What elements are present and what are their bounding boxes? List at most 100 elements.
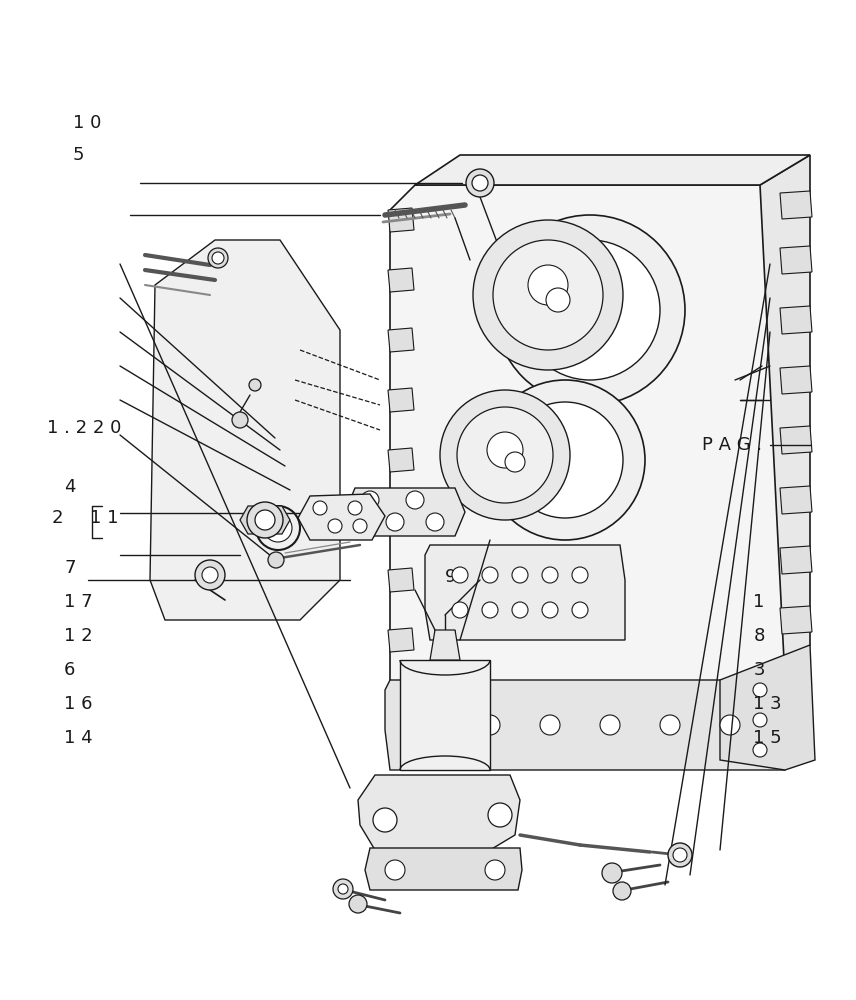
Polygon shape <box>390 185 785 710</box>
Text: 1: 1 <box>753 593 764 611</box>
Text: 1 1: 1 1 <box>90 509 118 527</box>
Circle shape <box>512 602 528 618</box>
Polygon shape <box>240 506 290 534</box>
Circle shape <box>487 432 523 468</box>
Circle shape <box>268 552 284 568</box>
Circle shape <box>333 879 353 899</box>
Text: 1 5: 1 5 <box>753 729 782 747</box>
Circle shape <box>505 452 525 472</box>
Polygon shape <box>780 606 812 634</box>
Circle shape <box>349 895 367 913</box>
Circle shape <box>232 412 248 428</box>
Circle shape <box>613 882 631 900</box>
Circle shape <box>466 169 494 197</box>
Text: 1 2: 1 2 <box>64 627 92 645</box>
Circle shape <box>264 514 292 542</box>
Circle shape <box>385 860 405 880</box>
Circle shape <box>452 567 468 583</box>
Text: 1 3: 1 3 <box>753 695 782 713</box>
Circle shape <box>493 240 603 350</box>
Text: P A G .: P A G . <box>702 436 762 454</box>
Circle shape <box>255 510 275 530</box>
Circle shape <box>507 402 623 518</box>
Circle shape <box>540 715 560 735</box>
Polygon shape <box>760 155 810 710</box>
Circle shape <box>520 240 660 380</box>
Circle shape <box>753 683 767 697</box>
Circle shape <box>195 560 225 590</box>
Polygon shape <box>388 568 414 592</box>
Circle shape <box>720 715 740 735</box>
Text: 8: 8 <box>753 627 764 645</box>
Circle shape <box>202 567 218 583</box>
Polygon shape <box>388 628 414 652</box>
Circle shape <box>386 513 404 531</box>
Circle shape <box>208 248 228 268</box>
Text: 1 7: 1 7 <box>64 593 92 611</box>
Polygon shape <box>780 546 812 574</box>
Circle shape <box>452 602 468 618</box>
Circle shape <box>249 379 261 391</box>
Polygon shape <box>150 240 340 620</box>
Text: 5: 5 <box>73 146 84 164</box>
Polygon shape <box>385 680 790 770</box>
Circle shape <box>572 602 588 618</box>
Text: 6: 6 <box>64 661 75 679</box>
Polygon shape <box>388 388 414 412</box>
Polygon shape <box>388 448 414 472</box>
Text: 1 . 2 2 0: 1 . 2 2 0 <box>47 419 122 437</box>
Circle shape <box>406 491 424 509</box>
Circle shape <box>673 848 687 862</box>
Circle shape <box>600 715 620 735</box>
Circle shape <box>440 390 570 520</box>
Circle shape <box>457 407 553 503</box>
Polygon shape <box>720 645 815 770</box>
Circle shape <box>353 519 367 533</box>
Circle shape <box>472 175 488 191</box>
Circle shape <box>473 220 623 370</box>
Circle shape <box>512 567 528 583</box>
Circle shape <box>546 288 570 312</box>
Circle shape <box>542 567 558 583</box>
Polygon shape <box>780 306 812 334</box>
Polygon shape <box>500 250 600 340</box>
Text: 4: 4 <box>64 478 75 496</box>
Circle shape <box>488 803 512 827</box>
Circle shape <box>528 265 568 305</box>
Text: 7: 7 <box>64 559 75 577</box>
Polygon shape <box>388 508 414 532</box>
Polygon shape <box>388 328 414 352</box>
Circle shape <box>348 501 362 515</box>
Circle shape <box>482 567 498 583</box>
Circle shape <box>495 215 685 405</box>
Circle shape <box>338 884 348 894</box>
Text: 1 6: 1 6 <box>64 695 92 713</box>
Polygon shape <box>780 246 812 274</box>
Text: 9: 9 <box>445 568 456 586</box>
Circle shape <box>572 567 588 583</box>
Polygon shape <box>780 191 812 219</box>
Text: 1 4: 1 4 <box>64 729 92 747</box>
Polygon shape <box>780 426 812 454</box>
Circle shape <box>602 863 622 883</box>
Polygon shape <box>298 494 385 540</box>
Circle shape <box>485 380 645 540</box>
Circle shape <box>542 602 558 618</box>
Circle shape <box>480 715 500 735</box>
Circle shape <box>753 743 767 757</box>
Polygon shape <box>358 775 520 850</box>
Polygon shape <box>780 366 812 394</box>
Circle shape <box>328 519 342 533</box>
Circle shape <box>753 713 767 727</box>
Polygon shape <box>425 545 625 640</box>
Polygon shape <box>430 630 460 660</box>
Circle shape <box>420 715 440 735</box>
Polygon shape <box>365 848 522 890</box>
Circle shape <box>668 843 692 867</box>
Polygon shape <box>400 660 490 770</box>
Text: 2: 2 <box>51 509 62 527</box>
Circle shape <box>426 513 444 531</box>
Polygon shape <box>780 486 812 514</box>
Polygon shape <box>415 155 810 185</box>
Circle shape <box>482 602 498 618</box>
